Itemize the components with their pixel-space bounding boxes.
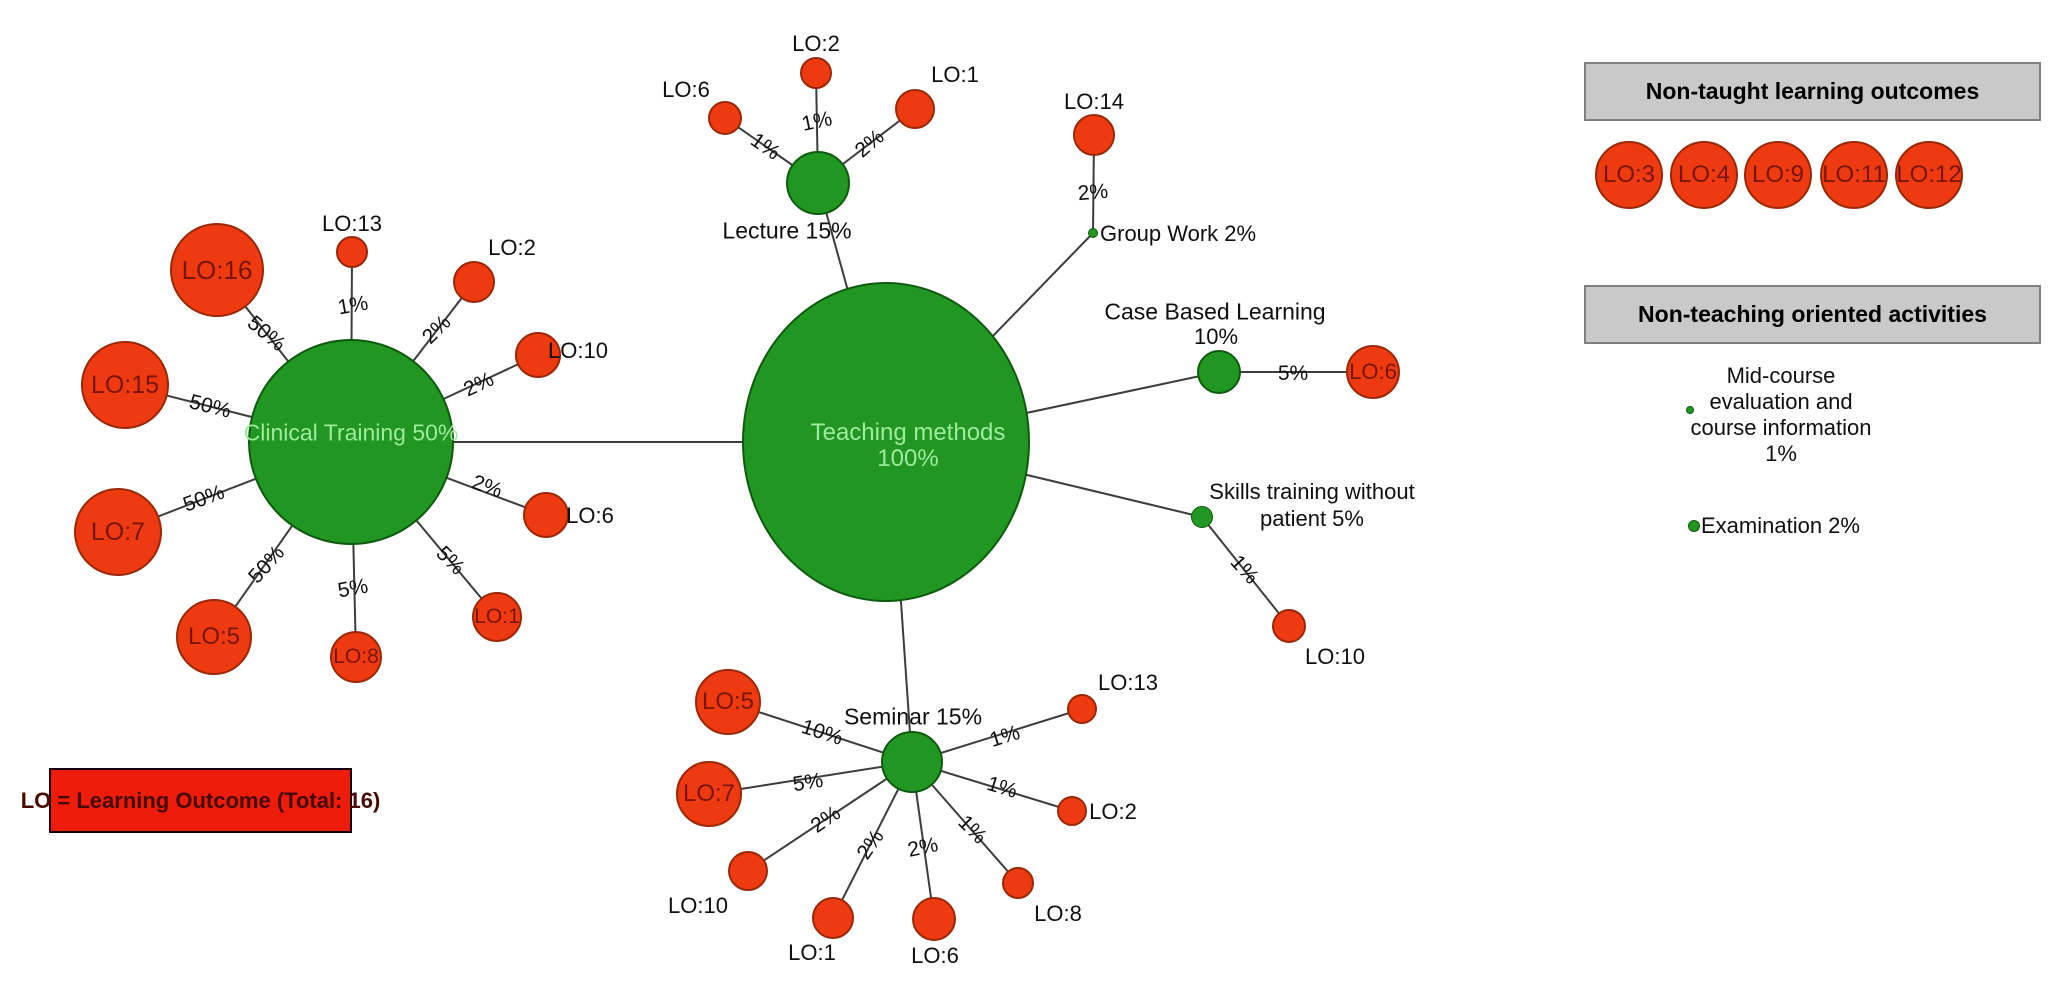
lo5-clinical-label: LO:5 <box>187 623 241 650</box>
pct-lo7-seminar: 5% <box>791 768 825 797</box>
lo4-label: LO:4 <box>1677 161 1731 188</box>
lo9-label: LO:9 <box>1751 161 1805 188</box>
node-lo13-seminar <box>1067 694 1097 724</box>
node-lo6-seminar <box>912 897 956 941</box>
lo16-label: LO:16 <box>181 254 253 285</box>
node-lo16-clinical: LO:16 <box>170 223 264 317</box>
non-teaching-header: Non-teaching oriented activities <box>1584 285 2041 344</box>
node-lecture-hub <box>786 151 850 215</box>
examination-dot <box>1688 520 1700 532</box>
non-teaching-header-label: Non-teaching oriented activities <box>1638 301 1987 327</box>
node-lo1-clinical: LO:1 <box>472 592 522 642</box>
node-lo10-skills <box>1272 609 1306 643</box>
node-lo9-nontaught: LO:9 <box>1744 141 1812 209</box>
node-lo6-clinical <box>523 492 569 538</box>
lo2-clinical-label: LO:2 <box>488 235 536 260</box>
lo15-clinical-label: LO:15 <box>90 370 160 399</box>
mid-course-line1: Mid-course <box>1726 363 1836 388</box>
node-lo2-seminar <box>1057 796 1087 826</box>
node-lo8-seminar <box>1002 867 1034 899</box>
lo7-clinical-label: LO:7 <box>90 517 146 546</box>
node-group-work-dot <box>1088 228 1098 238</box>
node-lo10-clinical <box>515 332 561 378</box>
lo13-seminar-label: LO:13 <box>1098 670 1158 695</box>
node-clinical-training-hub <box>248 339 454 545</box>
lo6-clinical-label: LO:6 <box>566 503 614 528</box>
node-lo5-seminar: LO:5 <box>695 669 761 735</box>
lo7-seminar-label: LO:7 <box>682 780 736 807</box>
node-lo6-casebased: LO:6 <box>1346 345 1400 399</box>
legend-text: LO = Learning Outcome (Total: 16) <box>20 787 381 813</box>
node-lo6-lecture <box>708 101 742 135</box>
case-based-title: Case Based Learning <box>1104 298 1326 325</box>
pct-lo14-groupwork: 2% <box>1076 179 1110 206</box>
lo6-casebased-label: LO:6 <box>1349 359 1397 384</box>
lo13-clinical-label: LO:13 <box>322 211 382 236</box>
node-lo14-groupwork <box>1073 114 1115 156</box>
lecture-hub-label: Lecture 15% <box>722 217 852 244</box>
node-lo7-clinical: LO:7 <box>74 488 162 576</box>
node-seminar-hub <box>881 731 943 793</box>
lo6-seminar-label: LO:6 <box>911 943 959 968</box>
lo10-clinical-label: LO:10 <box>548 338 608 363</box>
non-taught-header: Non-taught learning outcomes <box>1584 62 2041 121</box>
lo10-skills-label: LO:10 <box>1305 644 1365 669</box>
lo11-label: LO:11 <box>1822 161 1886 188</box>
node-lo1-seminar <box>812 897 854 939</box>
node-lo7-seminar: LO:7 <box>676 761 742 827</box>
examination-label: Examination 2% <box>1701 513 1860 538</box>
lo1-seminar-label: LO:1 <box>788 940 836 965</box>
node-lo10-seminar <box>728 851 768 891</box>
group-work-label: Group Work 2% <box>1100 221 1257 246</box>
pct-lo6-casebased: 5% <box>1277 362 1309 385</box>
node-lo5-clinical: LO:5 <box>176 599 252 675</box>
node-skills-training-dot <box>1191 506 1213 528</box>
lo3-label: LO:3 <box>1602 161 1656 188</box>
node-lo2-clinical <box>453 261 495 303</box>
skills-title-line1: Skills training without <box>1209 479 1415 504</box>
node-lo3-nontaught: LO:3 <box>1595 141 1663 209</box>
clinical-hub-label: Clinical Training 50% <box>243 419 459 446</box>
mid-course-dot <box>1686 406 1694 414</box>
lo8-seminar-label: LO:8 <box>1034 901 1082 926</box>
lo6-lecture-label: LO:6 <box>662 77 710 102</box>
mid-course-line3: course information <box>1690 415 1872 440</box>
skills-title-line2: patient 5% <box>1260 506 1364 531</box>
lo12-label: LO:12 <box>1896 161 1962 188</box>
node-lo2-lecture <box>800 57 832 89</box>
teaching-hub-label-line1: Teaching methods <box>810 419 1006 446</box>
node-lo11-nontaught: LO:11 <box>1820 141 1888 209</box>
node-lo8-clinical: LO:8 <box>330 631 382 683</box>
node-lo13-clinical <box>336 236 368 268</box>
node-case-based-hub <box>1197 350 1241 394</box>
lo2-lecture-label: LO:2 <box>792 31 840 56</box>
node-lo1-lecture <box>895 89 935 129</box>
lo1-lecture-label: LO:1 <box>931 62 979 87</box>
case-based-pct: 10% <box>1193 324 1239 349</box>
mid-course-text: Mid-course evaluation and course informa… <box>1686 363 1876 467</box>
teaching-hub-label-line2: 100% <box>877 445 939 472</box>
lo5-seminar-label: LO:5 <box>701 688 755 715</box>
legend-box: LO = Learning Outcome (Total: 16) <box>21 768 380 833</box>
node-lo4-nontaught: LO:4 <box>1670 141 1738 209</box>
node-lo12-nontaught: LO:12 <box>1895 141 1963 209</box>
lo2-seminar-label: LO:2 <box>1089 799 1137 824</box>
lo1-clinical-label: LO:1 <box>474 605 520 628</box>
seminar-hub-label: Seminar 15% <box>843 703 983 730</box>
lo14-groupwork-label: LO:14 <box>1064 89 1124 114</box>
lo10-seminar-label: LO:10 <box>668 893 728 918</box>
mid-course-line2: evaluation and <box>1709 389 1853 414</box>
lo8-clinical-label: LO:8 <box>333 645 379 668</box>
node-teaching-methods-hub <box>742 282 1030 602</box>
non-taught-header-label: Non-taught learning outcomes <box>1645 78 1980 104</box>
mid-course-line4: 1% <box>1765 441 1797 466</box>
node-lo15-clinical: LO:15 <box>81 341 169 429</box>
